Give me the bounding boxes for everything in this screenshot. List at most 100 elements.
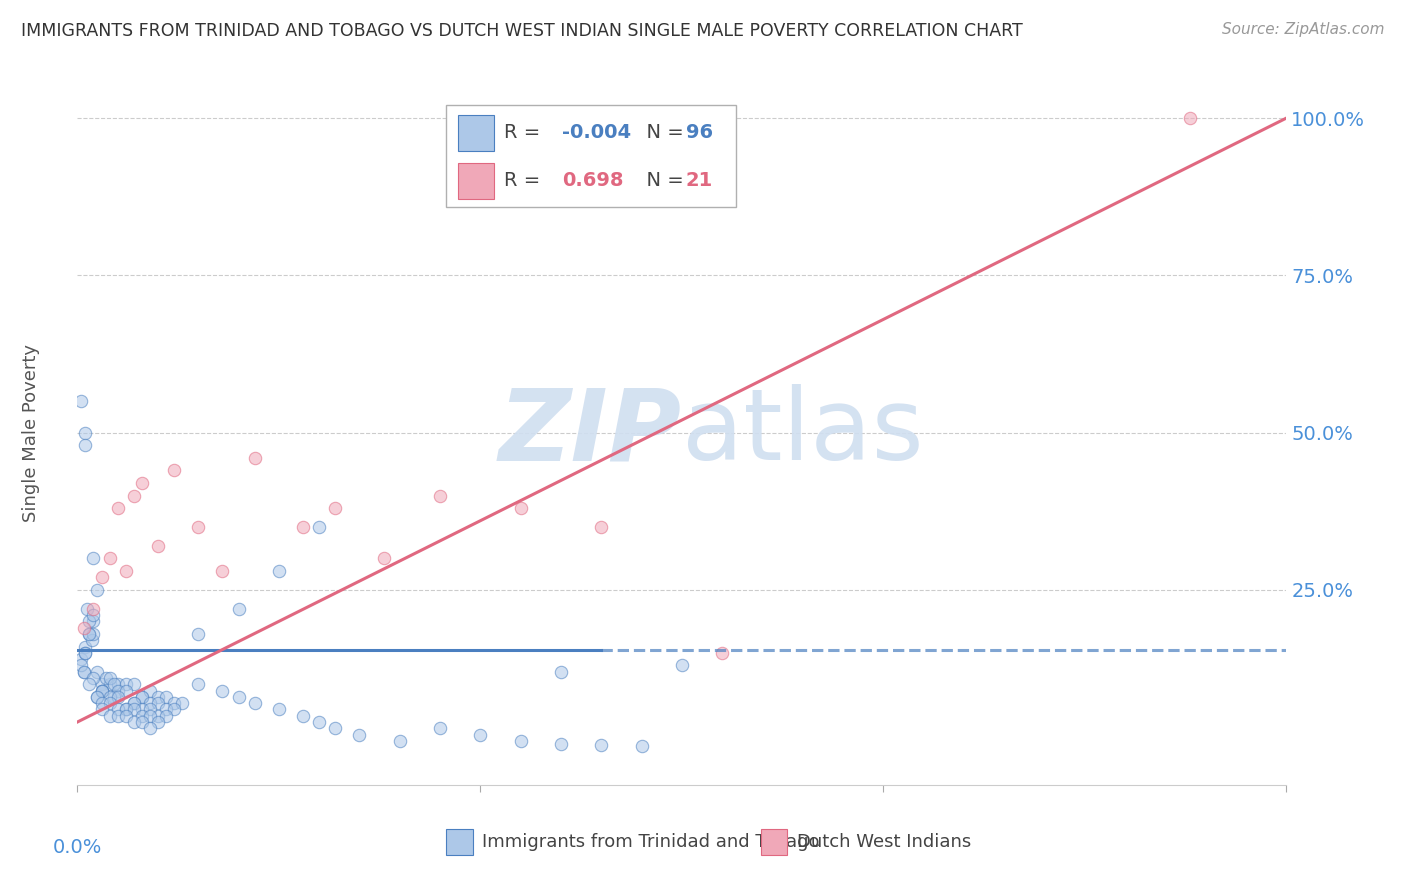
Point [122,714,145,729]
Point [94,671,117,685]
Point [70,652,93,666]
Point [86,690,108,704]
Point [79,627,101,641]
Text: R =: R = [505,171,547,190]
Point [228,690,250,704]
Point [76,602,98,616]
Text: N =: N = [634,171,689,190]
Text: R =: R = [505,123,547,142]
Point [550,665,572,679]
Point [228,602,250,616]
Point [292,520,315,534]
Text: 96: 96 [686,123,713,142]
Point [429,722,451,736]
Point [323,722,346,736]
Point [139,696,162,710]
Point [146,690,169,704]
Point [131,714,153,729]
Point [107,708,129,723]
Point [131,690,153,704]
Point [86,582,108,597]
Point [267,702,290,716]
Point [75,646,97,660]
Point [155,690,177,704]
Text: atlas: atlas [682,384,924,481]
Point [122,696,145,710]
Point [509,501,531,516]
Point [146,539,169,553]
Point [550,737,572,751]
Point [82,615,104,629]
Point [98,671,121,685]
Point [114,702,136,716]
Point [90,683,112,698]
Point [103,677,125,691]
Point [103,690,125,704]
Point [75,646,97,660]
Point [243,450,266,465]
Point [107,702,129,716]
Point [70,394,93,409]
Point [267,564,290,578]
Point [671,658,693,673]
Text: Single Male Poverty: Single Male Poverty [22,343,41,522]
Point [98,551,121,566]
Point [131,690,153,704]
Point [308,714,330,729]
Point [107,683,129,698]
Text: Dutch West Indians: Dutch West Indians [797,833,972,851]
Point [470,728,492,742]
Point [122,702,145,716]
Point [146,714,169,729]
Point [122,677,145,691]
Point [155,702,177,716]
Bar [446,829,472,855]
Point [131,708,153,723]
Point [98,696,121,710]
FancyBboxPatch shape [446,105,737,207]
Point [187,520,209,534]
Point [90,683,112,698]
Point [90,702,112,716]
Point [146,708,169,723]
Point [79,627,101,641]
Point [429,489,451,503]
Text: 21: 21 [686,171,713,190]
Point [131,702,153,716]
Point [107,677,129,691]
Point [114,564,136,578]
Point [73,665,96,679]
Point [509,734,531,748]
Point [1178,111,1201,125]
Point [308,520,330,534]
Point [630,739,652,753]
Point [98,708,121,723]
Point [139,702,162,716]
Point [73,621,96,635]
Point [388,734,411,748]
Point [75,640,97,654]
Point [591,739,613,753]
Point [349,728,371,742]
Point [98,677,121,691]
Text: ZIP: ZIP [499,384,682,481]
Point [107,501,129,516]
Point [86,665,108,679]
Point [211,683,233,698]
Point [139,722,162,736]
Point [114,702,136,716]
Point [373,551,395,566]
Bar [458,163,495,199]
Point [122,696,145,710]
Point [73,665,96,679]
Point [187,627,209,641]
Point [163,463,186,477]
Text: Immigrants from Trinidad and Tobago: Immigrants from Trinidad and Tobago [482,833,820,851]
Point [155,708,177,723]
Point [82,551,104,566]
Point [90,570,112,584]
Text: Source: ZipAtlas.com: Source: ZipAtlas.com [1222,22,1385,37]
Point [131,475,153,490]
Point [146,696,169,710]
Point [187,677,209,691]
